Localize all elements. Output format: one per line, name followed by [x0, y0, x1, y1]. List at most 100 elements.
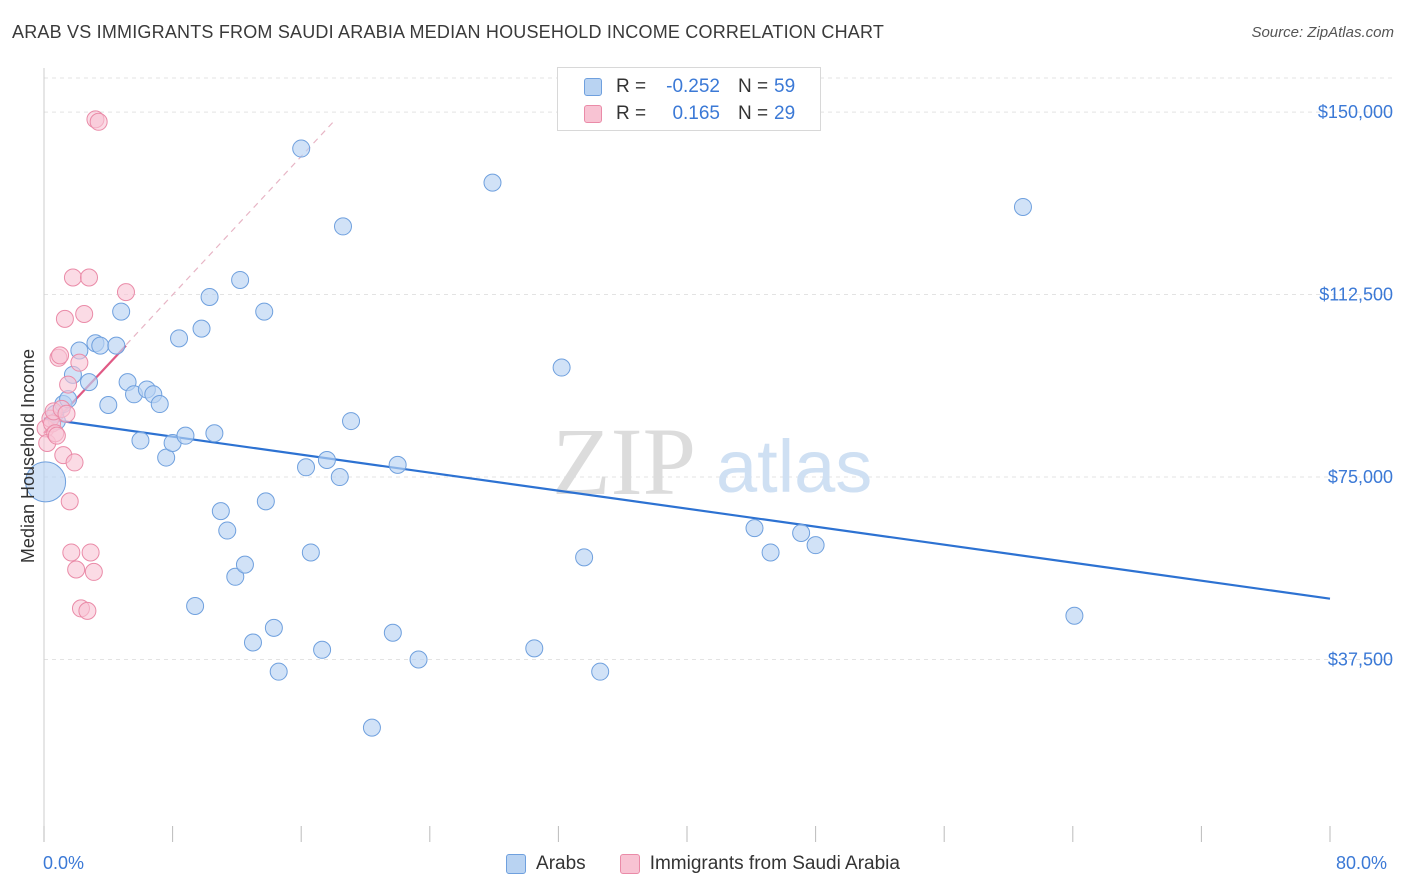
point-saudi — [51, 346, 70, 365]
point-saudi — [47, 426, 66, 445]
point-arabs — [176, 426, 195, 445]
point-arabs — [264, 618, 283, 637]
point-arabs — [313, 640, 332, 659]
point-arabs — [483, 173, 502, 192]
point-arabs — [80, 373, 99, 392]
source-credit: Source: ZipAtlas.com — [1251, 24, 1394, 41]
point-arabs — [806, 536, 825, 555]
point-saudi — [65, 453, 84, 472]
watermark-zip: ZIP — [552, 408, 696, 515]
point-arabs — [256, 492, 275, 511]
data-points — [25, 110, 1084, 737]
series-swatch-blue — [506, 854, 527, 874]
point-arabs — [192, 319, 211, 338]
point-arabs — [317, 451, 336, 469]
point-arabs — [591, 662, 610, 681]
series-legend-arabs[interactable]: Arabs — [506, 853, 586, 875]
point-arabs — [297, 458, 316, 477]
point-saudi — [80, 268, 99, 287]
legend-row-arabs: R = -0.252 N = 59 — [584, 75, 795, 99]
trend-line-arabs — [43, 417, 1331, 600]
y-axis-label: Median Household Income — [18, 349, 38, 563]
point-saudi — [57, 404, 76, 423]
point-saudi — [63, 268, 82, 287]
point-saudi — [84, 562, 103, 581]
series-swatch-pink — [619, 854, 640, 874]
chart-title: ARAB VS IMMIGRANTS FROM SAUDI ARABIA MED… — [12, 22, 885, 42]
series-legend-label: Immigrants from Saudi Arabia — [649, 853, 900, 874]
legend-r-value: -0.252 — [666, 76, 720, 97]
x-axis-min-label: 0.0% — [43, 853, 85, 873]
point-saudi — [55, 309, 74, 328]
point-saudi — [75, 305, 94, 324]
point-arabs — [761, 543, 780, 562]
point-arabs — [409, 650, 428, 669]
y-tick-label: $150,000 — [1318, 102, 1393, 122]
point-arabs — [112, 302, 131, 321]
point-arabs — [226, 567, 245, 586]
point-saudi — [81, 543, 100, 562]
series-legend: Arabs Immigrants from Saudi Arabia — [0, 853, 1406, 875]
axes — [43, 68, 1331, 842]
point-arabs — [235, 555, 254, 574]
legend-n-label: N = — [738, 103, 769, 124]
point-arabs — [1013, 197, 1032, 216]
point-arabs — [231, 270, 250, 289]
trend-lines — [43, 121, 1331, 600]
point-arabs — [330, 468, 349, 487]
point-arabs — [388, 455, 407, 474]
point-saudi — [78, 601, 97, 620]
legend-n-value: 59 — [774, 76, 796, 97]
zipatlas-watermark: ZIP atlas — [552, 408, 872, 515]
point-arabs — [25, 461, 67, 503]
point-arabs — [333, 217, 352, 236]
point-arabs — [200, 287, 219, 306]
point-arabs — [552, 358, 571, 377]
point-arabs — [91, 336, 110, 355]
point-arabs — [218, 521, 237, 540]
point-arabs — [186, 596, 205, 615]
point-arabs — [99, 396, 118, 415]
point-arabs — [205, 424, 224, 443]
legend-swatch-pink — [584, 105, 602, 123]
legend-row-saudi: R = 0.165 N = 29 — [584, 102, 795, 126]
point-arabs — [383, 623, 402, 642]
point-arabs — [131, 431, 150, 450]
point-arabs — [170, 329, 189, 348]
legend-n-label: N = — [738, 76, 769, 97]
y-tick-label: $37,500 — [1328, 650, 1393, 670]
point-arabs — [301, 543, 320, 562]
point-arabs — [792, 523, 811, 542]
legend-n-value: 29 — [774, 103, 796, 124]
series-legend-saudi[interactable]: Immigrants from Saudi Arabia — [619, 853, 900, 875]
point-saudi — [62, 543, 81, 562]
legend-swatch-blue — [584, 78, 602, 96]
y-tick-label: $75,000 — [1328, 467, 1393, 487]
point-arabs — [525, 639, 544, 658]
legend-r-label: R = — [616, 76, 647, 97]
point-arabs — [255, 302, 274, 321]
series-legend-label: Arabs — [536, 853, 586, 874]
x-axis-max-label: 80.0% — [1336, 853, 1388, 873]
legend-r-label: R = — [616, 103, 647, 124]
point-arabs — [575, 548, 594, 567]
point-arabs — [1065, 606, 1084, 625]
point-saudi — [70, 353, 89, 372]
point-arabs — [745, 519, 764, 538]
point-arabs — [107, 336, 126, 355]
point-saudi — [67, 560, 86, 579]
point-arabs — [362, 718, 381, 737]
point-arabs — [269, 662, 288, 681]
point-arabs — [292, 139, 311, 158]
point-arabs — [150, 395, 169, 414]
correlation-legend: R = -0.252 N = 59 R = 0.165 N = 29 — [557, 67, 821, 131]
point-arabs — [342, 412, 361, 431]
legend-r-value: 0.165 — [672, 103, 720, 124]
point-saudi — [116, 283, 135, 302]
point-saudi — [89, 112, 108, 131]
point-saudi — [59, 375, 78, 394]
watermark-atlas: atlas — [716, 425, 872, 508]
point-saudi — [60, 492, 79, 511]
point-arabs — [211, 502, 230, 521]
